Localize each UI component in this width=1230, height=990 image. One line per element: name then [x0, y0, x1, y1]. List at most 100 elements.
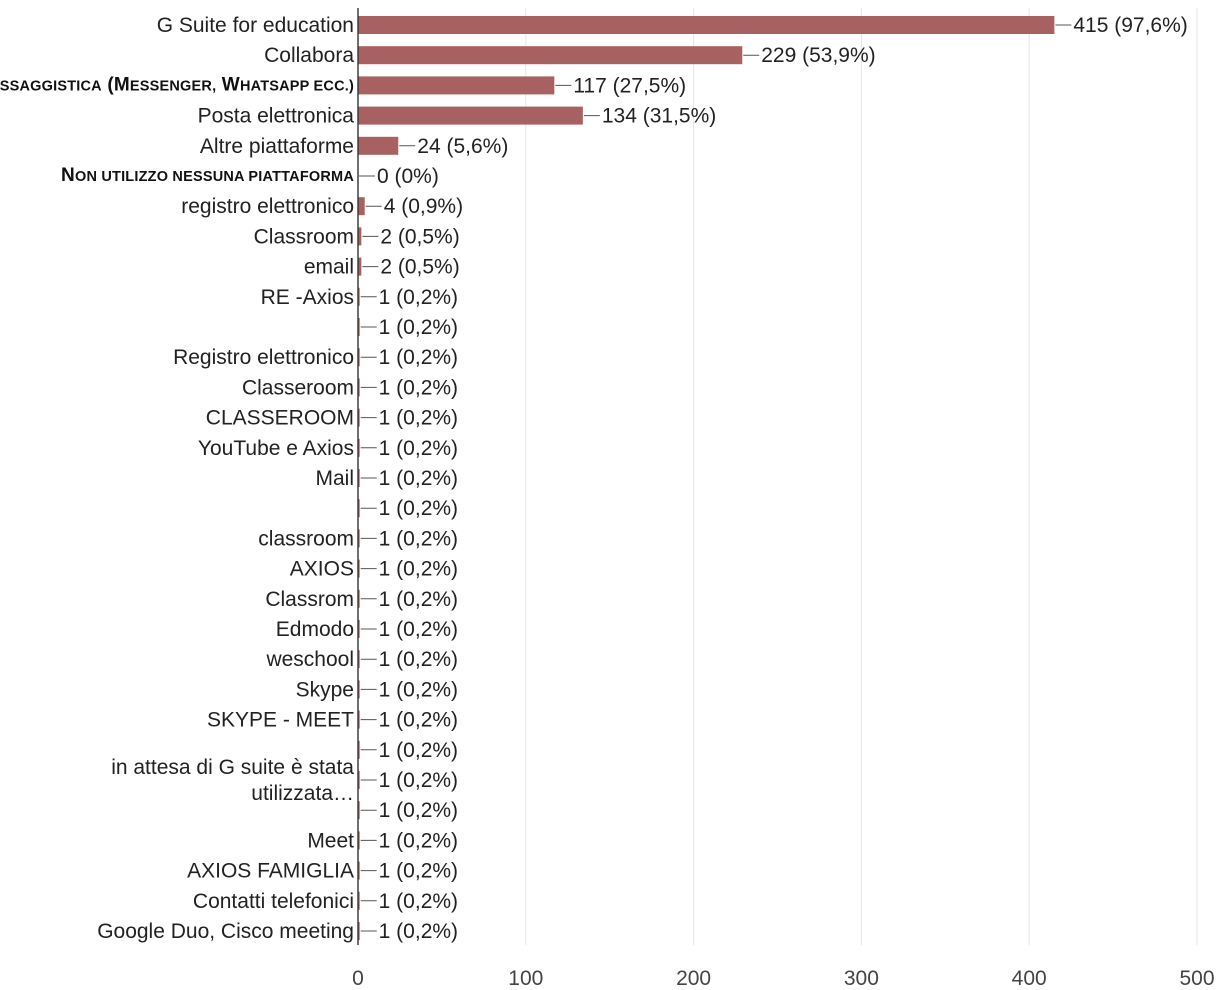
x-tick-label: 200 — [676, 967, 711, 990]
category-label: YouTube e Axios — [198, 437, 354, 460]
value-label: 1 (0,2%) — [379, 618, 458, 641]
x-axis-ticks: 0 100 200 300 400 500 — [352, 967, 1214, 990]
bar — [358, 831, 360, 850]
bar — [358, 408, 360, 427]
bar — [358, 348, 360, 367]
bar — [358, 257, 362, 276]
bar — [358, 227, 362, 246]
bar — [358, 710, 360, 729]
bar — [358, 771, 360, 789]
bar — [358, 891, 360, 910]
x-tick-label: 300 — [844, 967, 879, 990]
category-label: classroom — [258, 527, 354, 550]
value-label: 1 (0,2%) — [379, 799, 458, 822]
value-label: 24 (5,6%) — [417, 135, 508, 158]
value-label: 1 (0,2%) — [379, 558, 458, 581]
category-label: Registro elettronico — [173, 346, 354, 369]
bar — [358, 378, 360, 397]
category-label: MESSAGGISTICA (MESSENGER, WHATSAPP ECC.) — [0, 74, 354, 95]
value-label: 1 (0,2%) — [379, 890, 458, 913]
category-label: Classrom — [265, 588, 354, 611]
bar — [358, 438, 360, 457]
value-label: 1 (0,2%) — [379, 376, 458, 399]
value-labels: 415 (97,6%) 229 (53,9%) 117 (27,5%) 134 (31… — [359, 14, 1188, 943]
bar — [358, 287, 360, 306]
gridlines — [525, 8, 1198, 945]
bar — [358, 106, 583, 125]
value-label: 4 (0,9%) — [384, 195, 463, 218]
value-label: 1 (0,2%) — [379, 829, 458, 852]
bar — [358, 469, 360, 487]
category-label: RE -Axios — [261, 286, 354, 309]
category-labels: G Suite for education Collabora MESSAGGIST… — [0, 14, 354, 943]
bar — [358, 922, 360, 940]
bar — [358, 136, 399, 155]
value-label: 1 (0,2%) — [379, 920, 458, 943]
bar — [358, 499, 360, 518]
category-label: Collabora — [264, 44, 354, 67]
value-label: 1 (0,2%) — [379, 407, 458, 430]
category-label: AXIOS FAMIGLIA — [187, 860, 354, 883]
category-label: G Suite for education — [157, 14, 354, 37]
category-label: Google Duo, Cisco meeting — [97, 920, 354, 943]
bar — [358, 16, 1055, 34]
category-label: registro elettronico — [181, 195, 354, 218]
bar — [358, 529, 360, 548]
value-label: 1 (0,2%) — [379, 346, 458, 369]
value-label: 1 (0,2%) — [379, 467, 458, 490]
bar — [358, 680, 360, 699]
value-label: 1 (0,2%) — [379, 769, 458, 792]
category-label: Skype — [296, 678, 354, 701]
category-label: weschool — [265, 648, 354, 671]
x-tick-label: 100 — [508, 967, 543, 990]
bar — [358, 740, 360, 759]
bar — [358, 197, 365, 216]
bar — [358, 318, 360, 336]
bar — [358, 620, 360, 638]
value-label: 415 (97,6%) — [1073, 14, 1187, 37]
value-label: 1 (0,2%) — [379, 678, 458, 701]
category-label: Posta elettronica — [198, 105, 355, 128]
value-label: 1 (0,2%) — [379, 527, 458, 550]
category-label: Edmodo — [276, 618, 354, 641]
category-label: Altre piattaforme — [200, 135, 354, 158]
value-label: 1 (0,2%) — [379, 860, 458, 883]
value-label: 1 (0,2%) — [379, 497, 458, 520]
value-label: 2 (0,5%) — [380, 256, 459, 279]
value-label: 229 (53,9%) — [761, 44, 875, 67]
category-label: Classeroom — [242, 376, 354, 399]
category-label-multiline: in attesa di G suite è stata — [111, 756, 354, 779]
value-label: 1 (0,2%) — [379, 709, 458, 732]
value-label: 1 (0,2%) — [379, 286, 458, 309]
bar — [358, 559, 360, 578]
value-label: 1 (0,2%) — [379, 739, 458, 762]
value-label: 1 (0,2%) — [379, 316, 458, 339]
category-label: SKYPE - MEET — [207, 709, 354, 732]
value-label: 1 (0,2%) — [379, 437, 458, 460]
category-label: NON UTILIZZO NESSUNA PIATTAFORMA — [61, 165, 354, 186]
value-label: 134 (31,5%) — [602, 105, 716, 128]
bars — [358, 16, 1055, 940]
bar — [358, 861, 360, 880]
value-label: 1 (0,2%) — [379, 648, 458, 671]
x-tick-label: 0 — [352, 967, 364, 990]
value-label: 117 (27,5%) — [573, 74, 686, 97]
category-label: CLASSEROOM — [206, 407, 354, 430]
bar — [358, 801, 360, 820]
bar — [358, 46, 743, 65]
value-label: 2 (0,5%) — [380, 225, 459, 248]
x-tick-label: 500 — [1179, 967, 1214, 990]
x-tick-label: 400 — [1012, 967, 1047, 990]
value-label: 1 (0,2%) — [379, 588, 458, 611]
category-label: Meet — [307, 829, 354, 852]
category-label: Mail — [315, 467, 354, 490]
category-label: Contatti telefonici — [193, 890, 354, 913]
category-label: AXIOS — [290, 558, 354, 581]
category-label: email — [304, 256, 354, 279]
bar — [358, 589, 360, 608]
category-label: Classroom — [254, 225, 354, 248]
category-label-multiline: utilizzata… — [251, 782, 354, 805]
bar — [358, 650, 360, 669]
